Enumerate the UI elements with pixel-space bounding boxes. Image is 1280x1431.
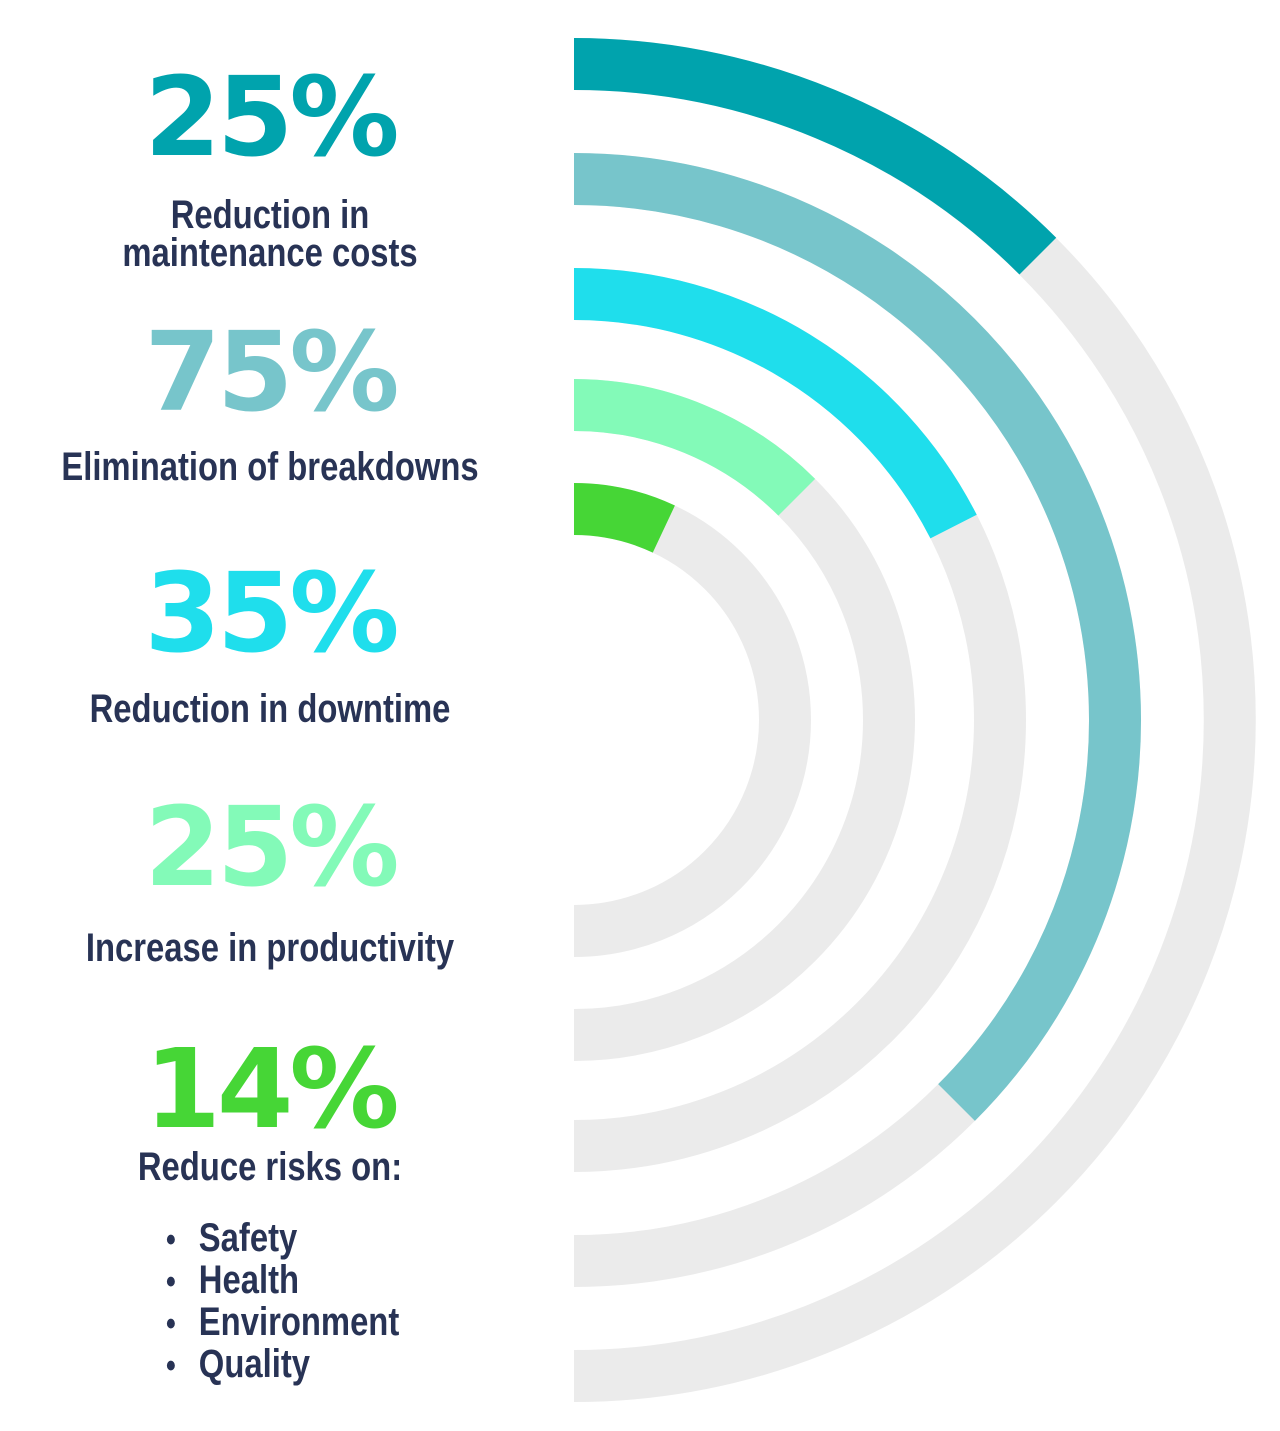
- ring-bar-2: [573, 153, 1141, 1121]
- metric-label-line: Reduction in: [170, 193, 370, 237]
- metric-label-line: maintenance costs: [122, 231, 418, 275]
- metric-value-productivity: 25%: [144, 783, 399, 911]
- risk-item-safety: • Safety: [166, 1218, 399, 1260]
- ring-bar-5: [573, 483, 675, 553]
- metric-label-downtime: Reduction in downtime: [49, 687, 492, 731]
- metric-label-line: Elimination of breakdowns: [61, 445, 479, 489]
- metric-label-line: Reduction in downtime: [89, 687, 451, 731]
- risk-item-label: Quality: [198, 1342, 310, 1386]
- metrics-panel: 25% Reduction in maintenance costs 75% E…: [0, 0, 560, 1431]
- metric-label-line: Reduce risks on:: [137, 1145, 403, 1189]
- risk-item-label: Health: [198, 1258, 300, 1302]
- risk-item-health: • Health: [166, 1260, 399, 1302]
- bullet-icon: •: [166, 1221, 176, 1259]
- risk-list: • Safety • Health • Environment • Quality: [166, 1218, 399, 1386]
- ring-track-2: [573, 153, 1141, 1287]
- bullet-icon: •: [166, 1263, 176, 1301]
- ring-track-5: [573, 483, 811, 957]
- metric-value-maintenance-costs: 25%: [144, 53, 399, 181]
- risk-item-quality: • Quality: [166, 1344, 399, 1386]
- bullet-icon: •: [166, 1305, 176, 1343]
- metric-value-breakdowns: 75%: [144, 308, 399, 436]
- ring-bar-4: [573, 379, 816, 516]
- metric-label-breakdowns: Elimination of breakdowns: [49, 445, 492, 489]
- metric-label-risks: Reduce risks on:: [49, 1145, 492, 1189]
- metric-value-downtime: 35%: [144, 549, 399, 677]
- risk-item-label: Safety: [198, 1216, 298, 1260]
- metric-label-line: Increase in productivity: [85, 926, 455, 970]
- ring-bar-3: [573, 268, 977, 539]
- metric-label-productivity: Increase in productivity: [49, 926, 492, 970]
- risk-item-label: Environment: [198, 1300, 400, 1344]
- metric-value-risks: 14%: [144, 1025, 399, 1153]
- bullet-icon: •: [166, 1347, 176, 1385]
- ring-bar-1: [573, 38, 1057, 275]
- metric-label-maintenance-costs: Reduction in maintenance costs: [49, 193, 492, 275]
- risk-item-environment: • Environment: [166, 1302, 399, 1344]
